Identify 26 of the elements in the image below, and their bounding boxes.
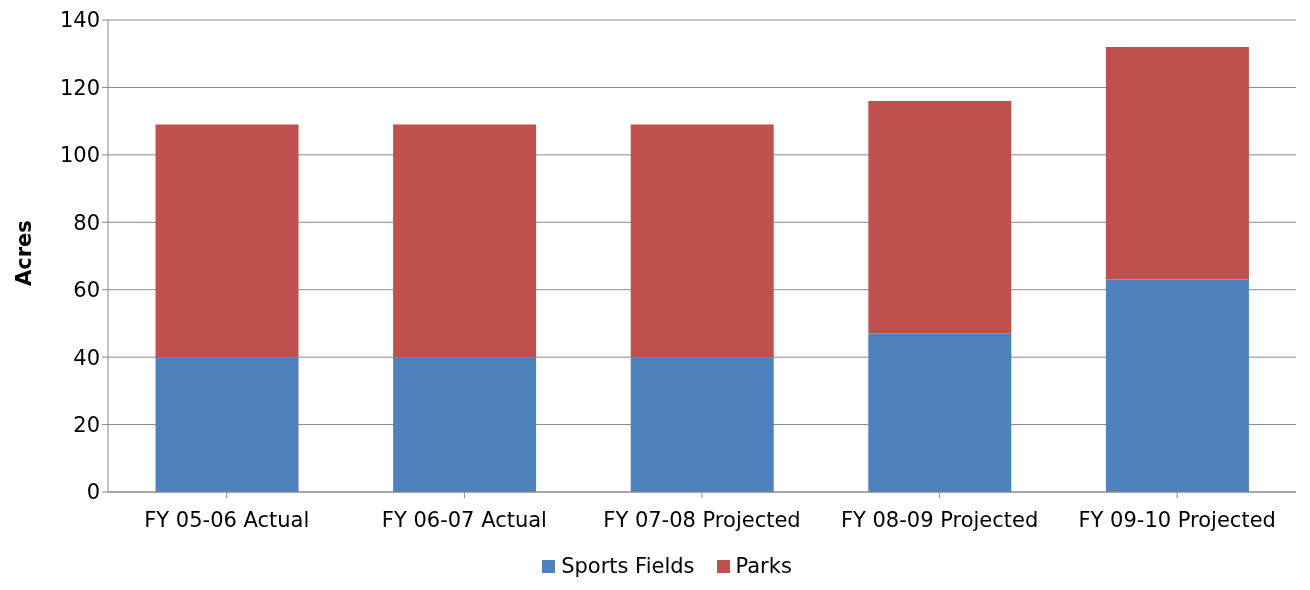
y-tick-label: 100	[59, 143, 100, 168]
bar	[868, 333, 1012, 492]
bar	[868, 100, 1012, 334]
x-tick-label: FY 07-08 Projected	[603, 507, 801, 532]
bar	[393, 357, 537, 492]
bar	[393, 124, 537, 358]
legend-label: Sports Fields	[560, 554, 695, 578]
x-tick-label: FY 09-10 Projected	[1078, 507, 1276, 532]
bar	[1105, 279, 1249, 492]
legend-label: Parks	[734, 554, 792, 578]
bar	[630, 357, 774, 492]
x-tick-label: FY 05-06 Actual	[144, 507, 310, 532]
bar	[155, 124, 299, 358]
y-tick-label: 140	[59, 8, 100, 33]
x-tick-label: FY 08-09 Projected	[840, 507, 1039, 532]
bar	[155, 357, 299, 492]
bar	[630, 124, 774, 358]
bar	[1105, 46, 1249, 280]
x-tick-label: FY 06-07 Actual	[381, 507, 547, 532]
y-tick-label: 40	[73, 345, 100, 370]
y-tick-label: 80	[73, 210, 100, 235]
y-tick-label: 60	[73, 278, 100, 303]
y-tick-label: 20	[73, 413, 100, 438]
y-tick-label: 120	[59, 75, 100, 100]
y-axis-title: Acres	[12, 220, 37, 286]
y-tick-label: 0	[86, 480, 100, 505]
